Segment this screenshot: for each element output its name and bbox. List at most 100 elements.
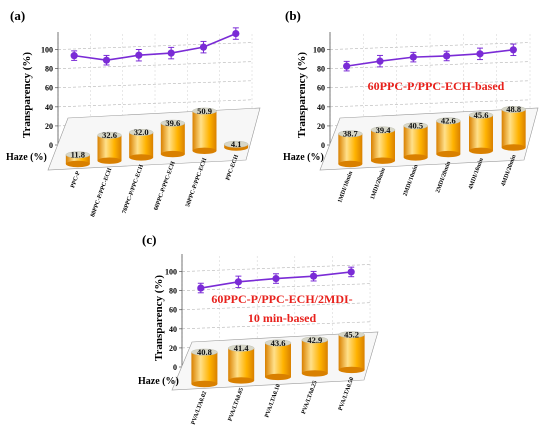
category-label: 60PPC-P/PPC-ECH	[153, 160, 176, 211]
haze-value-label: 32.6	[102, 130, 117, 140]
gridline	[181, 283, 371, 291]
haze-value-label: 4.1	[231, 139, 242, 149]
y-tick-label: 20	[169, 344, 177, 353]
bar-base	[97, 157, 122, 164]
haze-value-label: 39.4	[376, 125, 392, 135]
bar-top	[501, 106, 526, 113]
transparency-point	[443, 52, 451, 60]
haze-bar: 40.8	[191, 347, 218, 388]
bar-base	[436, 150, 461, 158]
haze-value-label: 38.7	[343, 129, 359, 139]
transparency-point	[509, 46, 517, 54]
transparency-point	[102, 56, 111, 64]
haze-bar: 39.4	[370, 125, 396, 164]
bar-base	[371, 157, 395, 164]
y-tick-label: 60	[169, 306, 177, 315]
transparency-point	[232, 29, 240, 38]
category-label: 70PPC-P/PPC-ECH	[122, 164, 145, 215]
annotation-label: 60PPC-P/PPC-ECH/2MDI-	[211, 292, 352, 306]
bar-base	[265, 373, 291, 381]
bar-base	[191, 380, 218, 388]
y-tick-label: 80	[169, 287, 177, 296]
haze-value-label: 42.6	[441, 116, 456, 126]
bar-base	[129, 154, 154, 161]
bar-body	[97, 135, 122, 161]
transparency-line	[74, 32, 237, 62]
bar-top	[301, 336, 328, 344]
y-tick-label: 0	[49, 141, 53, 150]
y-tick-label: 0	[173, 363, 177, 372]
bar-top	[338, 130, 363, 138]
bar-top	[191, 348, 218, 356]
bar-body	[129, 132, 154, 158]
haze-value-label: 40.8	[197, 347, 212, 357]
bar-body	[403, 125, 428, 158]
y-tick-label: 60	[45, 84, 53, 93]
y-tick-label: 80	[45, 65, 53, 74]
panel-label: (b)	[285, 8, 301, 23]
haze-bar: 39.6	[160, 118, 186, 158]
haze-value-label: 48.8	[506, 104, 521, 114]
haze-bar: 43.6	[264, 338, 292, 381]
haze-bar: 38.7	[338, 129, 363, 168]
haze-axis-title: Haze (%)	[138, 376, 179, 387]
bar-body	[228, 348, 255, 381]
haze-value-label: 45.6	[474, 110, 489, 120]
haze-axis-title: Haze (%)	[6, 152, 47, 163]
haze-bar: 45.6	[468, 110, 494, 154]
transparency-point	[135, 51, 143, 59]
y-tick-label: 80	[317, 65, 325, 74]
bar-base	[301, 370, 328, 377]
bar-base	[65, 160, 90, 168]
bar-top	[370, 126, 396, 134]
haze-bar: 42.6	[436, 116, 461, 158]
bar-body	[265, 342, 291, 377]
haze-value-label: 42.9	[307, 335, 322, 345]
bar-top	[403, 122, 428, 130]
bar-base	[228, 377, 255, 384]
y-axis-title: Transparency (%)	[296, 52, 308, 138]
category-label: PVA/LTA0.50	[338, 377, 356, 412]
y-axis-title: Transparency (%)	[153, 275, 165, 361]
category-label: PVA/LTA0.05	[227, 387, 245, 422]
bar-body	[192, 111, 217, 151]
transparency-point	[347, 268, 355, 276]
transparency-point	[197, 284, 205, 292]
y-tick-label: 100	[41, 46, 53, 55]
y-tick-label: 0	[321, 141, 325, 150]
transparency-point	[272, 274, 280, 283]
transparency-point	[343, 62, 351, 70]
haze-bar: 41.4	[227, 343, 255, 384]
chart-panel-1: 0 20 40 60 80 100 Transparency (%) (a) 11.8 PPC-P…	[6, 8, 261, 218]
transparency-point	[234, 278, 242, 286]
category-label: 1MDI/20min	[370, 167, 387, 201]
bar-body	[436, 120, 461, 155]
transparency-point	[70, 52, 78, 60]
haze-bar: 50.9	[192, 106, 217, 154]
gridline	[181, 321, 371, 330]
y-tick-label: 40	[45, 103, 53, 112]
haze-bar: 4.1	[223, 139, 249, 151]
y-tick-label: 60	[317, 84, 325, 93]
category-label: 80PPC-P/PPC-ECH	[90, 167, 113, 218]
haze-value-label: 40.5	[408, 121, 423, 131]
bar-body	[191, 352, 218, 384]
y-tick-label: 100	[313, 46, 325, 55]
transparency-point	[409, 53, 417, 61]
transparency-point	[376, 57, 384, 65]
haze-bar: 45.2	[338, 329, 365, 374]
y-tick-label: 40	[317, 103, 325, 112]
bar-base	[501, 144, 526, 151]
panel-label: (a)	[10, 8, 25, 23]
y-tick-label: 40	[169, 325, 177, 334]
panel-label: (c)	[142, 232, 156, 247]
gridline	[181, 302, 371, 311]
haze-bar: 48.8	[501, 104, 526, 151]
bar-top	[192, 107, 217, 115]
chart-panel-2: 0 20 40 60 80 100 Transparency (%) (b) 60PPC-P/P…	[283, 8, 539, 204]
bar-body	[501, 109, 526, 148]
category-label: 50PPC-P/PPC-ECH	[185, 157, 208, 208]
bar-top	[65, 151, 91, 159]
